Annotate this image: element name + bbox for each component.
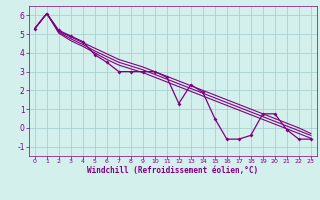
X-axis label: Windchill (Refroidissement éolien,°C): Windchill (Refroidissement éolien,°C) xyxy=(87,166,258,175)
